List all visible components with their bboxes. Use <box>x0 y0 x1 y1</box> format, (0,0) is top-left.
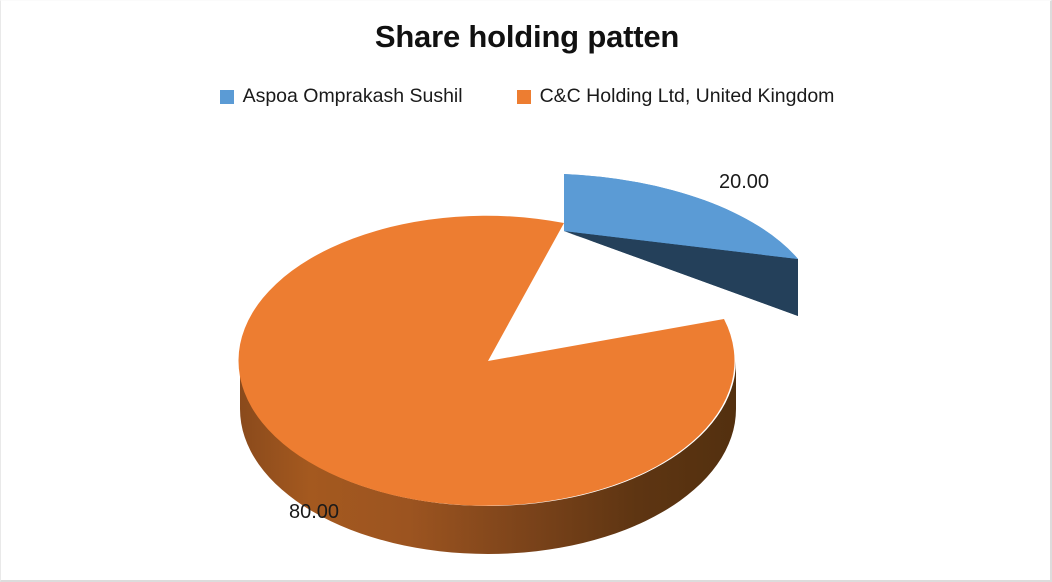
pie-slice-cc-holding-ltd[interactable] <box>238 215 736 554</box>
chart-title: Share holding patten <box>374 19 680 54</box>
legend-swatch-orange-icon <box>516 89 531 104</box>
pie-slice-aspoa-side-wall-arc <box>564 231 798 316</box>
pie-slice-aspoa-top-fill <box>564 174 798 259</box>
legend-item-aspoa-omprakash-sushil[interactable]: Aspoa Omprakash Sushil <box>219 85 463 108</box>
pie-slice-cc-holding-top <box>238 215 735 506</box>
legend-swatch-blue-icon <box>219 89 234 104</box>
data-label-orange: 80.00 <box>289 501 340 523</box>
pie-slice-aspoa-omprakash-sushil[interactable] <box>564 174 798 316</box>
data-label-blue: 20.00 <box>719 171 770 193</box>
legend-label-aspoa-omprakash-sushil: Aspoa Omprakash Sushil <box>242 85 463 107</box>
pie-slice-cc-holding-side-wall <box>240 361 736 554</box>
chart-legend: Aspoa Omprakash Sushil C&C Holding Ltd, … <box>1 85 1050 108</box>
legend-item-cc-holding-ltd[interactable]: C&C Holding Ltd, United Kingdom <box>516 85 835 108</box>
legend-label-cc-holding-ltd: C&C Holding Ltd, United Kingdom <box>539 85 835 107</box>
